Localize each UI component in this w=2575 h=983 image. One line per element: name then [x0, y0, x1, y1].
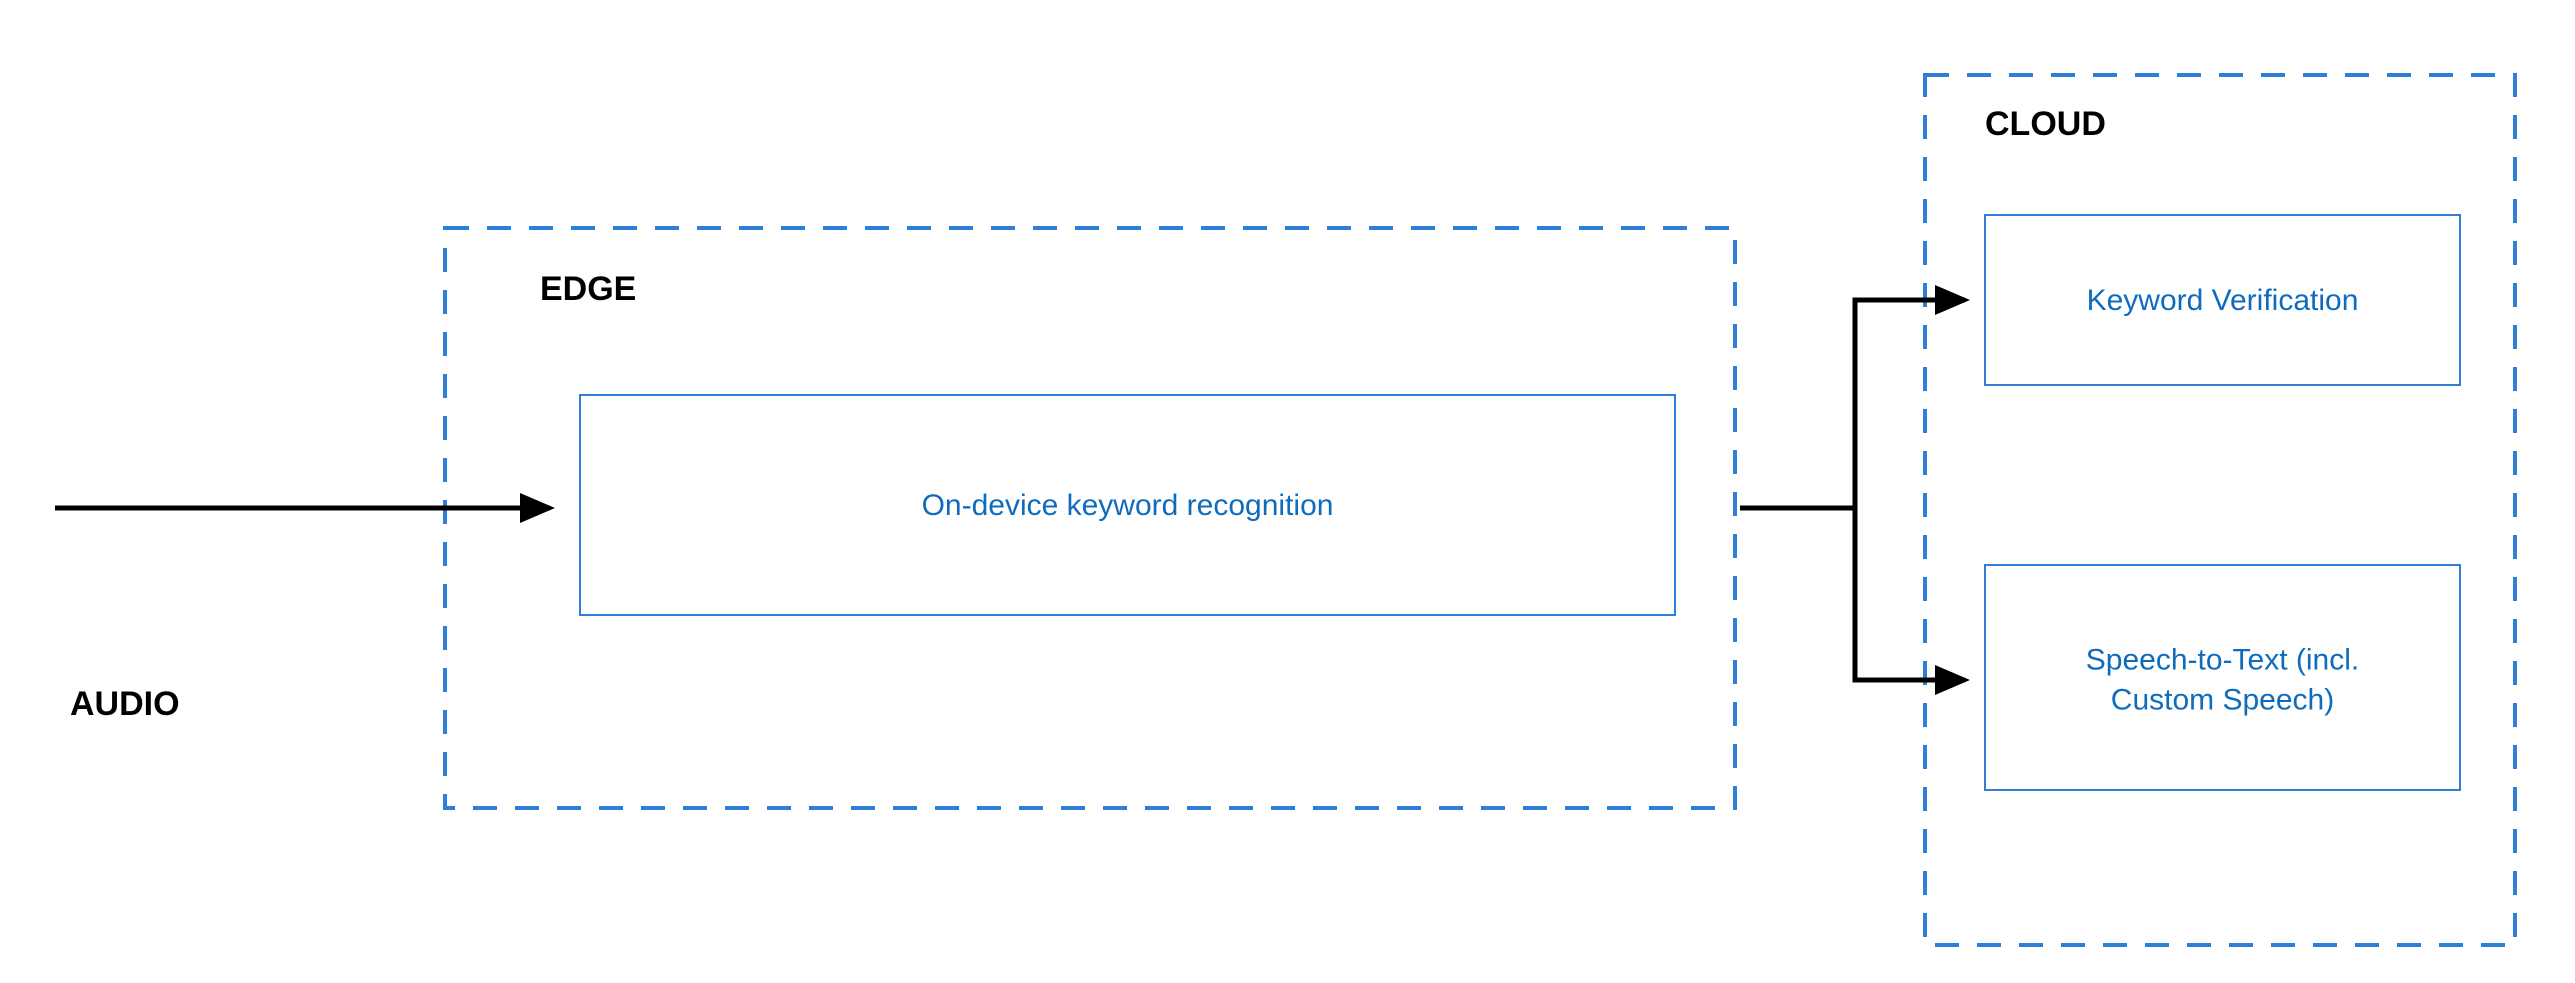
cloud-group-label: CLOUD [1985, 105, 2106, 143]
arrow-to-speech-to-text [1855, 508, 1965, 680]
audio-label: AUDIO [70, 685, 180, 723]
keyword-verification-label: Keyword Verification [2087, 284, 2359, 317]
arrow-to-keyword-verification [1855, 300, 1965, 508]
on-device-label: On-device keyword recognition [922, 489, 1334, 522]
speech-to-text-label-2: Custom Speech) [2111, 684, 2334, 717]
cloud-group [1925, 75, 2515, 945]
edge-group-label: EDGE [540, 270, 636, 308]
speech-to-text-label-1: Speech-to-Text (incl. [2086, 644, 2359, 677]
speech-to-text-box [1985, 565, 2460, 790]
